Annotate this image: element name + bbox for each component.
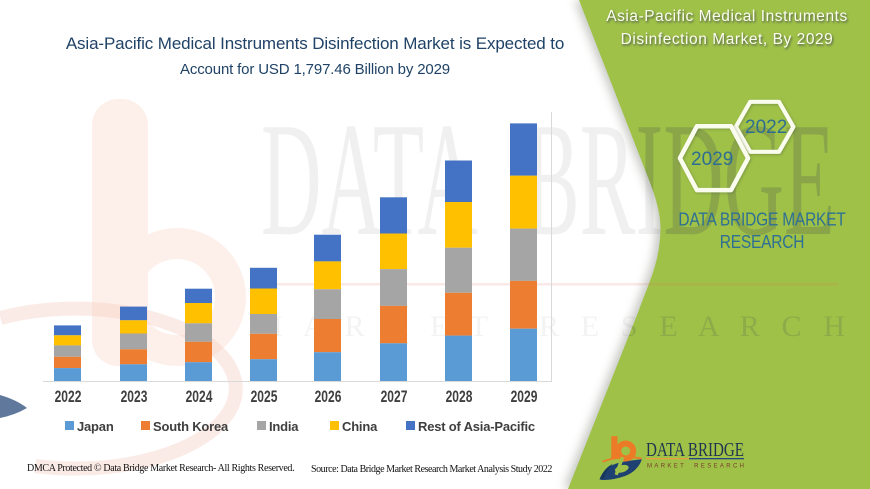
svg-text:M A R K E T R E S E A R C H: M A R K E T R E S E A R C H — [256, 310, 845, 343]
svg-text:MARKET RESEARCH: MARKET RESEARCH — [647, 464, 744, 470]
svg-text:DATA: DATA — [261, 90, 478, 270]
svg-text:DATA BRIDGE: DATA BRIDGE — [646, 440, 744, 461]
svg-text:BRIDGE: BRIDGE — [524, 90, 835, 270]
